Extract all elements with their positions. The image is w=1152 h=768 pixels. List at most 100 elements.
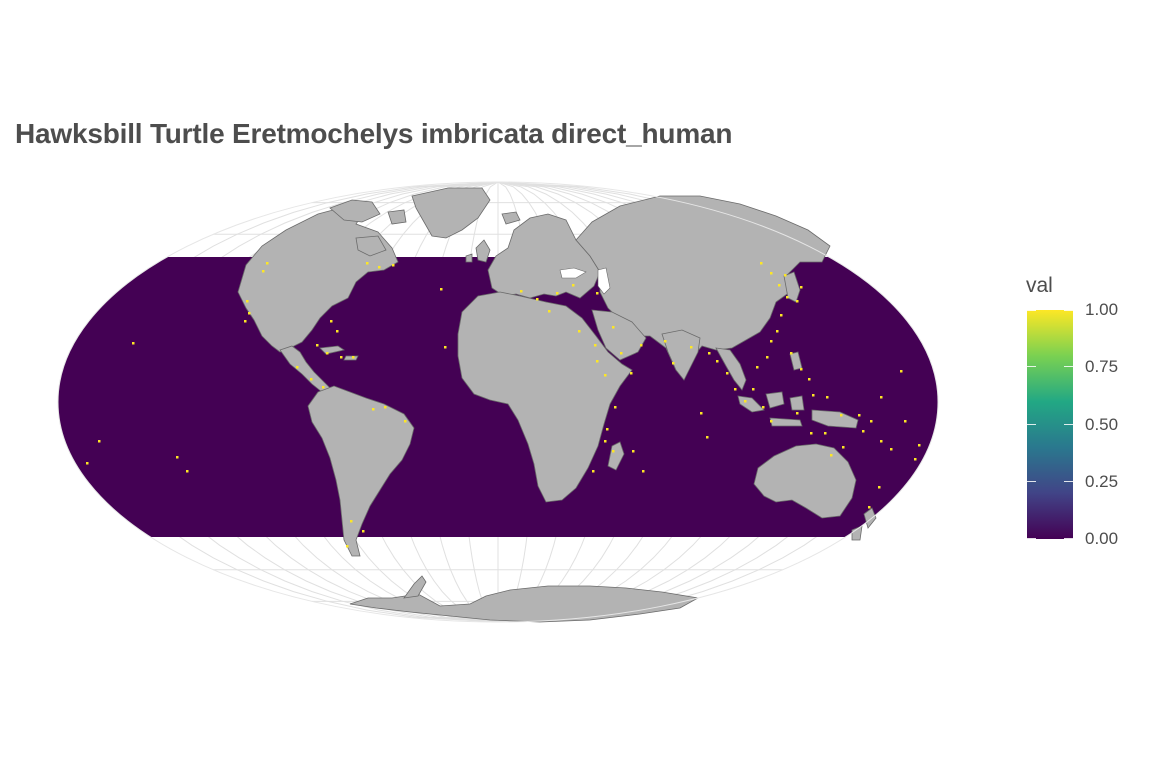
highlight-cell bbox=[352, 356, 355, 359]
highlight-cell bbox=[604, 440, 607, 443]
highlight-cell bbox=[362, 530, 365, 533]
highlight-cell bbox=[572, 284, 575, 287]
highlight-cell bbox=[786, 296, 789, 299]
highlight-cell bbox=[266, 262, 269, 265]
highlight-cell bbox=[762, 406, 765, 409]
highlight-cell bbox=[726, 372, 729, 375]
highlight-cell bbox=[824, 432, 827, 435]
highlight-cell bbox=[790, 352, 793, 355]
highlight-cell bbox=[548, 310, 551, 313]
coastal-highlights bbox=[86, 262, 921, 548]
highlight-cell bbox=[248, 312, 251, 315]
highlight-cell bbox=[664, 340, 667, 343]
highlight-cell bbox=[620, 352, 623, 355]
highlight-cell bbox=[878, 486, 881, 489]
africa bbox=[457, 291, 633, 503]
highlight-cell bbox=[392, 264, 395, 267]
highlight-cell bbox=[578, 330, 581, 333]
highlight-cell bbox=[612, 450, 615, 453]
highlight-cell bbox=[796, 412, 799, 415]
highlight-cell bbox=[812, 394, 815, 397]
highlight-cell bbox=[444, 346, 447, 349]
highlight-cell bbox=[690, 346, 693, 349]
highlight-cell bbox=[630, 372, 633, 375]
highlight-cell bbox=[800, 286, 803, 289]
highlight-cell bbox=[596, 360, 599, 363]
highlight-cell bbox=[326, 352, 329, 355]
europe bbox=[487, 213, 601, 299]
legend-tick-label: 0.25 bbox=[1085, 472, 1119, 491]
globe-outline bbox=[57, 181, 939, 623]
central-america bbox=[279, 345, 331, 393]
highlight-cell bbox=[830, 454, 833, 457]
new-zealand bbox=[851, 507, 877, 541]
arctic-islands bbox=[329, 199, 407, 257]
highlight-cell bbox=[176, 456, 179, 459]
highlight-cell bbox=[842, 446, 845, 449]
highlight-cell bbox=[890, 448, 893, 451]
highlight-cell bbox=[594, 344, 597, 347]
highlight-cell bbox=[536, 298, 539, 301]
legend-title: val bbox=[1026, 274, 1053, 297]
highlight-cell bbox=[440, 288, 443, 291]
highlight-cell bbox=[556, 292, 559, 295]
highlight-cell bbox=[760, 262, 763, 265]
antarctic-peninsula bbox=[403, 575, 427, 599]
highlight-cell bbox=[752, 388, 755, 391]
highlight-cell bbox=[862, 430, 865, 433]
highlight-cell bbox=[770, 272, 773, 275]
australia bbox=[753, 443, 857, 519]
british-isles bbox=[465, 239, 491, 263]
highlight-cell bbox=[330, 320, 333, 323]
highlight-cell bbox=[766, 356, 769, 359]
highlight-cell bbox=[614, 406, 617, 409]
highlight-cell bbox=[244, 320, 247, 323]
highlight-cell bbox=[310, 378, 313, 381]
highlight-cell bbox=[776, 330, 779, 333]
india bbox=[661, 329, 701, 381]
highlight-cell bbox=[756, 366, 759, 369]
highlight-cell bbox=[186, 470, 189, 473]
highlight-cell bbox=[734, 388, 737, 391]
highlight-cell bbox=[880, 440, 883, 443]
southeast-asia bbox=[715, 347, 747, 391]
antarctica bbox=[349, 585, 700, 623]
legend-tick-label: 1.00 bbox=[1085, 300, 1119, 319]
highlight-cell bbox=[366, 262, 369, 265]
highlight-cell bbox=[98, 440, 101, 443]
highlight-cell bbox=[606, 428, 609, 431]
highlight-cell bbox=[796, 300, 799, 303]
highlight-cell bbox=[858, 414, 861, 417]
highlight-cell bbox=[706, 436, 709, 439]
highlight-cell bbox=[132, 342, 135, 345]
map-title: Hawksbill Turtle Eretmochelys imbricata … bbox=[15, 118, 733, 149]
highlight-cell bbox=[918, 444, 921, 447]
legend-tick-label: 0.50 bbox=[1085, 415, 1119, 434]
highlight-cell bbox=[770, 420, 773, 423]
highlight-cell bbox=[340, 356, 343, 359]
highlight-cell bbox=[520, 290, 523, 293]
highlight-cell bbox=[900, 370, 903, 373]
highlight-cell bbox=[336, 330, 339, 333]
highlight-cell bbox=[870, 420, 873, 423]
highlight-cell bbox=[826, 396, 829, 399]
highlight-cell bbox=[322, 386, 325, 389]
highlight-cell bbox=[86, 462, 89, 465]
highlight-cell bbox=[808, 378, 811, 381]
highlight-cell bbox=[770, 340, 773, 343]
legend-tick-label: 0.75 bbox=[1085, 357, 1119, 376]
highlight-cell bbox=[868, 506, 871, 509]
highlight-cell bbox=[700, 412, 703, 415]
highlight-cell bbox=[604, 374, 607, 377]
highlight-cell bbox=[404, 420, 407, 423]
highlight-cell bbox=[778, 284, 781, 287]
highlight-cell bbox=[810, 432, 813, 435]
highlight-cell bbox=[632, 450, 635, 453]
highlight-cell bbox=[642, 470, 645, 473]
iceland bbox=[501, 211, 521, 225]
highlight-cell bbox=[350, 520, 353, 523]
highlight-cell bbox=[346, 545, 349, 548]
highlight-cell bbox=[914, 458, 917, 461]
highlight-cell bbox=[800, 368, 803, 371]
